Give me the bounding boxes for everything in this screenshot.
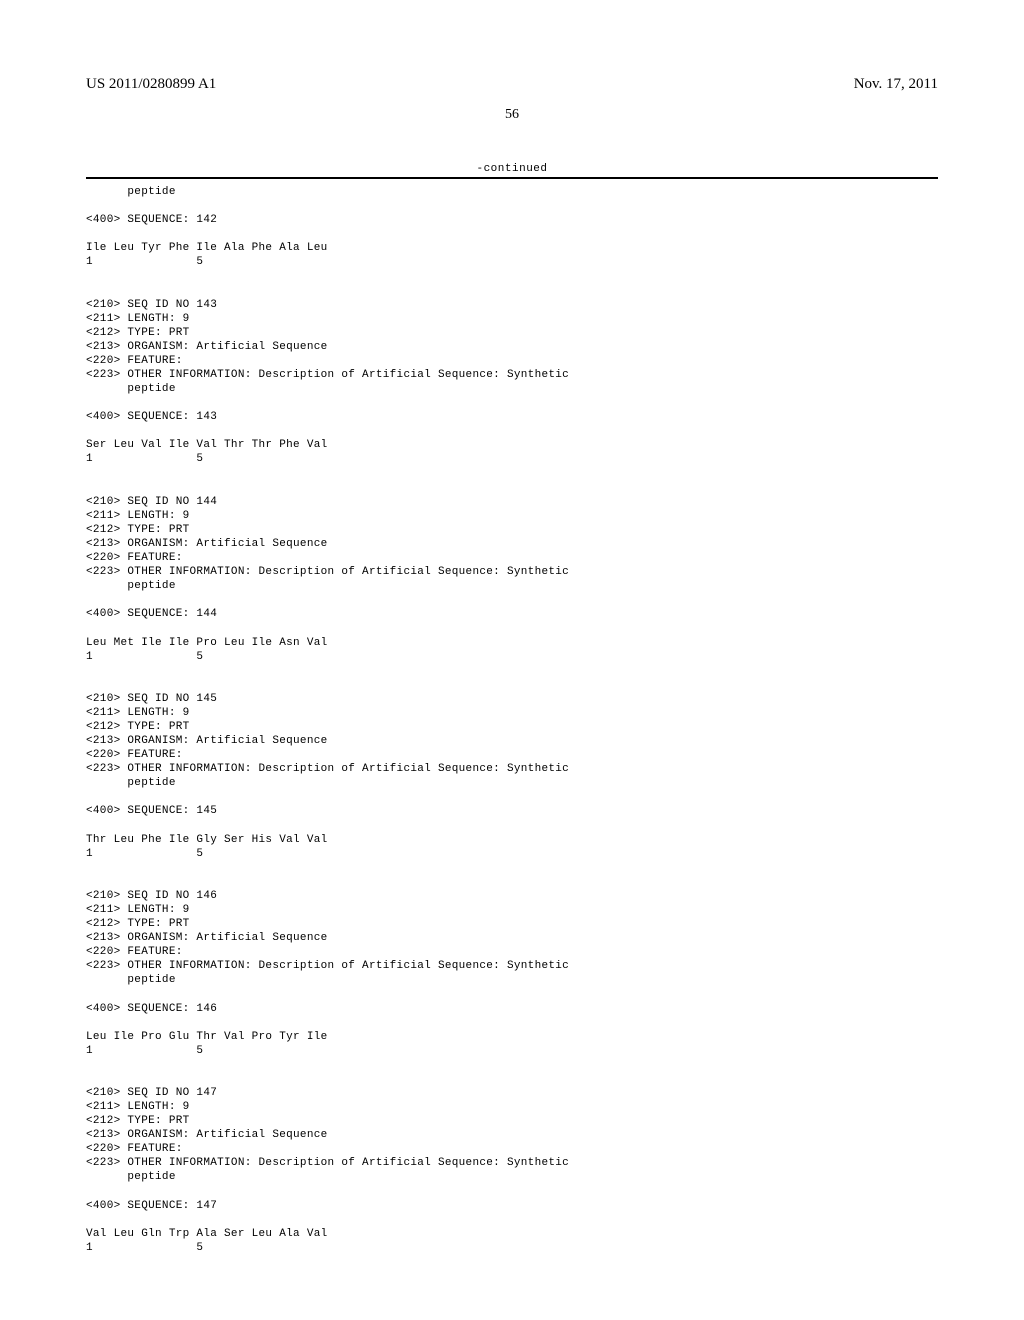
page-container: US 2011/0280899 A1 Nov. 17, 2011 56 -con… xyxy=(0,0,1024,1295)
entry-1-seqline: Ser Leu Val Ile Val Thr Thr Phe Val xyxy=(86,439,328,451)
entry-0-seqheader: <400> SEQUENCE: 142 xyxy=(86,214,217,226)
entry-4-seqline: Leu Ile Pro Glu Thr Val Pro Tyr Ile xyxy=(86,1031,328,1043)
sequence-listing: peptide <400> SEQUENCE: 142 Ile Leu Tyr … xyxy=(86,185,938,1255)
continued-label: -continued xyxy=(86,163,938,175)
entry-3-seqline: Thr Leu Phe Ile Gly Ser His Val Val xyxy=(86,834,328,846)
entry-1-posline: 1 5 xyxy=(86,453,203,465)
entry-0-posline: 1 5 xyxy=(86,256,203,268)
continued-heading-wrap: -continued xyxy=(86,163,938,179)
entry-5-seqline: Val Leu Gln Trp Ala Ser Leu Ala Val xyxy=(86,1228,328,1240)
entry-5-seqheader: <400> SEQUENCE: 147 xyxy=(86,1200,217,1212)
entry-0-seqline: Ile Leu Tyr Phe Ile Ala Phe Ala Leu xyxy=(86,242,328,254)
entry-1-seqheader: <400> SEQUENCE: 143 xyxy=(86,411,217,423)
entry-2-seqheader: <400> SEQUENCE: 144 xyxy=(86,608,217,620)
divider-top xyxy=(86,177,938,179)
page-header: US 2011/0280899 A1 Nov. 17, 2011 xyxy=(86,76,938,93)
entry-2-posline: 1 5 xyxy=(86,651,203,663)
entry-4-seqheader: <400> SEQUENCE: 146 xyxy=(86,1003,217,1015)
page-number: 56 xyxy=(86,107,938,123)
entry-1-block: <210> SEQ ID NO 143 <211> LENGTH: 9 <212… xyxy=(86,299,569,395)
entry-5-block: <210> SEQ ID NO 147 <211> LENGTH: 9 <212… xyxy=(86,1087,569,1183)
publication-date: Nov. 17, 2011 xyxy=(854,76,938,93)
entry-2-block: <210> SEQ ID NO 144 <211> LENGTH: 9 <212… xyxy=(86,496,569,592)
entry-3-seqheader: <400> SEQUENCE: 145 xyxy=(86,805,217,817)
entry-5-posline: 1 5 xyxy=(86,1242,203,1254)
entry-3-posline: 1 5 xyxy=(86,848,203,860)
entry-4-block: <210> SEQ ID NO 146 <211> LENGTH: 9 <212… xyxy=(86,890,569,986)
entry-2-seqline: Leu Met Ile Ile Pro Leu Ile Asn Val xyxy=(86,637,328,649)
entry-3-block: <210> SEQ ID NO 145 <211> LENGTH: 9 <212… xyxy=(86,693,569,789)
entry-0-peptide: peptide xyxy=(86,186,176,198)
entry-4-posline: 1 5 xyxy=(86,1045,203,1057)
publication-number: US 2011/0280899 A1 xyxy=(86,76,216,93)
